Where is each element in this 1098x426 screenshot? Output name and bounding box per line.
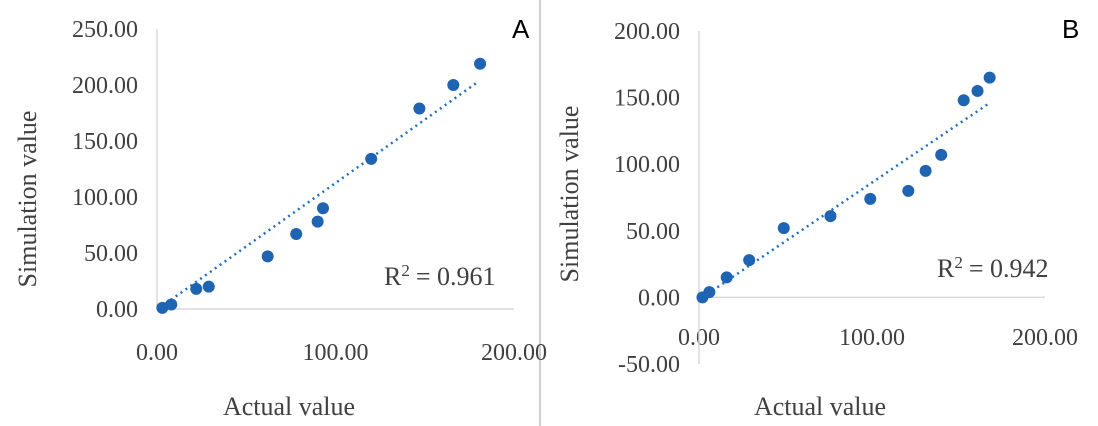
- panel-a-y-tick-label: 150.00: [72, 129, 138, 155]
- panel-b-points: [696, 71, 996, 304]
- panel-b: -50.00 0.00 50.00 100.00 150.00 200.00 0.00 10…: [555, 14, 1079, 421]
- panel-a-data-point: [311, 215, 324, 228]
- panel-b-data-point: [777, 222, 790, 235]
- panel-a-data-point: [290, 227, 303, 240]
- panel-a-data-point: [202, 280, 215, 293]
- panel-a-letter: A: [512, 14, 530, 44]
- panel-b-data-point: [703, 286, 716, 299]
- panel-b-data-point: [824, 210, 837, 223]
- panel-a: 0.00 50.00 100.00 150.00 200.00 250.00 0.00 10…: [13, 14, 547, 421]
- panel-a-data-point: [447, 79, 460, 91]
- panel-a-y-tick-label: 0.00: [96, 297, 138, 323]
- panel-b-x-tick-label: 200.00: [1012, 325, 1078, 351]
- panel-a-r2-label: R2 = 0.961: [384, 261, 496, 292]
- panel-a-y-tick-label: 200.00: [72, 73, 138, 99]
- panel-b-trendline: [701, 101, 991, 299]
- panel-b-y-tick-label: 200.00: [614, 19, 680, 45]
- panel-a-data-point: [261, 250, 274, 263]
- panel-b-data-point: [919, 164, 932, 177]
- panel-b-y-tick-label: -50.00: [618, 352, 680, 378]
- panel-a-data-point: [165, 298, 178, 311]
- panel-a-x-tick-label: 0.00: [136, 340, 178, 366]
- panel-a-x-axis-title: Actual value: [223, 392, 355, 421]
- panel-b-data-point: [720, 271, 733, 284]
- panel-b-r2-label: R2 = 0.942: [937, 253, 1049, 284]
- panel-a-x-tick-label: 200.00: [481, 340, 547, 366]
- panel-a-data-point: [413, 102, 426, 115]
- panel-a-points: [156, 57, 487, 314]
- panel-a-y-tick-label: 250.00: [72, 17, 138, 43]
- panel-b-y-tick-label: 0.00: [638, 285, 680, 311]
- panel-b-data-point: [957, 94, 970, 107]
- panel-b-y-ticks: -50.00 0.00 50.00 100.00 150.00 200.00: [614, 19, 680, 378]
- panel-a-y-ticks: 0.00 50.00 100.00 150.00 200.00 250.00: [72, 17, 138, 323]
- panel-b-y-axis-title: Simulation value: [555, 106, 584, 283]
- panel-b-data-point: [864, 192, 877, 205]
- panel-b-letter: B: [1062, 14, 1079, 44]
- panel-b-y-tick-label: 50.00: [626, 219, 680, 245]
- panel-a-x-ticks: 0.00 100.00 200.00: [136, 340, 547, 366]
- panel-b-x-axis-title: Actual value: [754, 392, 886, 421]
- panel-b-data-point: [983, 71, 996, 84]
- panel-a-data-point: [365, 152, 378, 165]
- panel-b-data-point: [902, 184, 915, 197]
- panel-a-x-tick-label: 100.00: [303, 340, 369, 366]
- panel-b-x-ticks: 0.00 100.00 200.00: [678, 325, 1078, 351]
- panel-a-data-point: [474, 57, 487, 70]
- panel-a-y-axis-title: Simulation value: [13, 111, 42, 288]
- panel-a-data-point: [317, 202, 330, 215]
- panel-b-x-tick-label: 100.00: [839, 325, 905, 351]
- panel-b-y-tick-label: 150.00: [614, 86, 680, 112]
- panel-a-y-tick-label: 50.00: [84, 241, 138, 267]
- panel-b-data-point: [743, 254, 756, 267]
- panel-b-data-point: [971, 84, 984, 97]
- panel-b-y-tick-label: 100.00: [614, 152, 680, 178]
- panel-b-data-point: [935, 148, 948, 161]
- panel-a-data-point: [190, 282, 203, 295]
- panel-a-trendline: [165, 80, 480, 305]
- panel-a-y-tick-label: 100.00: [72, 185, 138, 211]
